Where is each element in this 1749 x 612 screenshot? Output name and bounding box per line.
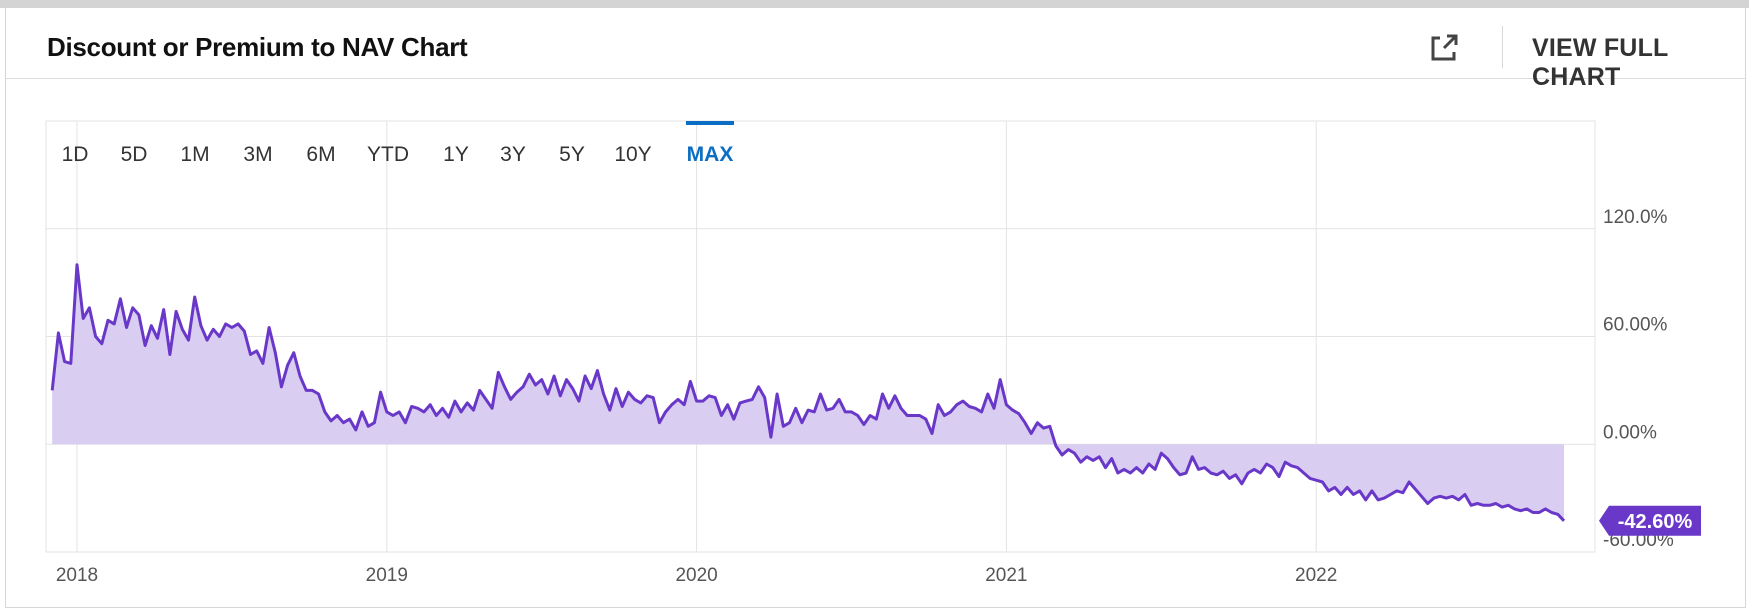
series-area — [52, 264, 1565, 521]
top-accent-bar — [0, 0, 1749, 8]
y-tick-label: 60.00% — [1603, 315, 1668, 336]
chart-marks — [50, 263, 1566, 522]
range-selector: 1D 5D 1M 3M 6M YTD 1Y 3Y 5Y 10Y MAX — [62, 121, 734, 166]
range-button-1y[interactable]: 1Y — [443, 143, 469, 166]
x-tick-label: 2020 — [675, 565, 717, 586]
x-tick-label: 2022 — [1295, 565, 1337, 586]
range-button-max[interactable]: MAX — [687, 143, 734, 166]
panel-header: Discount or Premium to NAV Chart VIEW FU… — [6, 8, 1745, 91]
y-tick-label: 0.00% — [1603, 422, 1657, 443]
range-button-1m[interactable]: 1M — [180, 143, 209, 166]
last-value-label: -42.60% — [1618, 511, 1693, 533]
range-selected-indicator — [686, 121, 734, 125]
last-value-badge-shape — [1599, 505, 1701, 536]
x-tick-label: 2018 — [56, 565, 98, 586]
range-button-ytd[interactable]: YTD — [367, 143, 409, 166]
series-line — [50, 263, 1566, 522]
range-button-5y[interactable]: 5Y — [559, 143, 585, 166]
chart-panel: Discount or Premium to NAV Chart VIEW FU… — [5, 8, 1746, 608]
header-divider — [1502, 26, 1503, 68]
view-full-chart-button[interactable]: VIEW FULL CHART — [1532, 34, 1669, 91]
range-button-3m[interactable]: 3M — [243, 143, 272, 166]
range-button-10y[interactable]: 10Y — [614, 143, 651, 166]
range-button-1d[interactable]: 1D — [62, 143, 89, 166]
chart-title: Discount or Premium to NAV Chart — [47, 32, 468, 62]
range-button-5d[interactable]: 5D — [121, 143, 148, 166]
external-link-icon[interactable] — [1424, 28, 1464, 68]
range-button-6m[interactable]: 6M — [306, 143, 335, 166]
x-tick-label: 2021 — [985, 565, 1027, 586]
chart-axes: 120.0%60.00%0.00%-60.00%2018 2019 2020 2021… — [56, 207, 1674, 586]
range-button-3y[interactable]: 3Y — [500, 143, 526, 166]
x-tick-label: 2019 — [366, 565, 408, 586]
last-value-badge: -42.60% — [1599, 505, 1701, 536]
y-tick-label: 120.0% — [1603, 207, 1668, 228]
